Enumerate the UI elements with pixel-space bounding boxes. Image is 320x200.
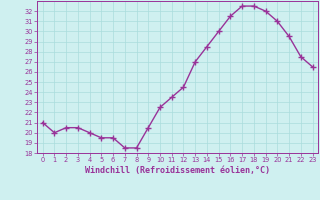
X-axis label: Windchill (Refroidissement éolien,°C): Windchill (Refroidissement éolien,°C): [85, 166, 270, 175]
